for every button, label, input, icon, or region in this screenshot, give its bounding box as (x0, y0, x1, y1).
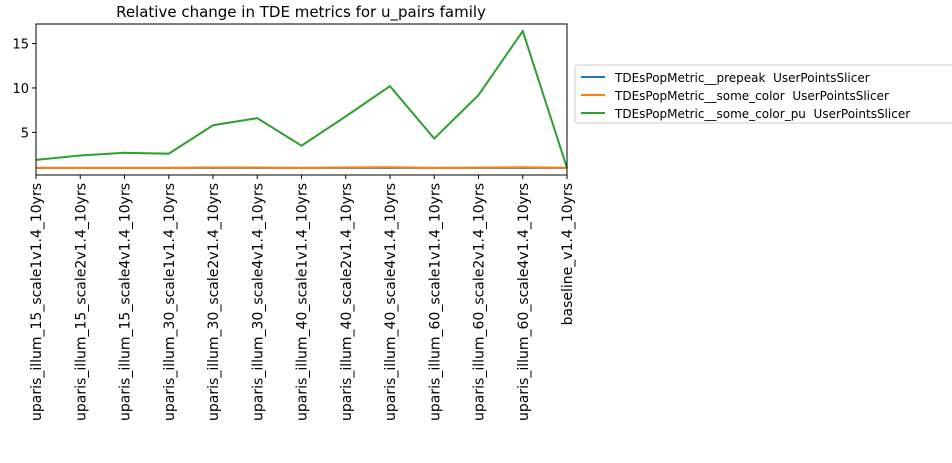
x-tick-label: uparis_illum_60_scale1v1.4_10yrs (427, 183, 443, 421)
y-tick-label: 15 (12, 38, 29, 53)
chart-title: Relative change in TDE metrics for u_pai… (116, 3, 486, 22)
x-tick-label: uparis_illum_15_scale1v1.4_10yrs (29, 183, 45, 421)
series-line (35, 28, 568, 169)
x-tick-label: uparis_illum_60_scale4v1.4_10yrs (516, 183, 532, 421)
x-tick-label: uparis_illum_15_scale4v1.4_10yrs (118, 183, 134, 421)
legend-label: TDEsPopMetric__some_color_pu UserPointsS… (614, 107, 910, 121)
x-tick-label: uparis_illum_40_scale2v1.4_10yrs (339, 183, 355, 421)
legend-label: TDEsPopMetric__prepeak UserPointsSlicer (614, 71, 870, 85)
x-tick-label: baseline_v1.4_10yrs (560, 183, 576, 325)
x-tick-label: uparis_illum_15_scale2v1.4_10yrs (73, 183, 89, 421)
x-tick-label: uparis_illum_60_scale2v1.4_10yrs (472, 183, 488, 421)
x-tick-label: uparis_illum_30_scale4v1.4_10yrs (250, 183, 266, 421)
x-tick-label: uparis_illum_30_scale2v1.4_10yrs (206, 183, 222, 421)
x-tick-label: uparis_illum_30_scale1v1.4_10yrs (162, 183, 178, 421)
x-tick-label: uparis_illum_40_scale4v1.4_10yrs (383, 183, 399, 421)
legend-label: TDEsPopMetric__some_color UserPointsSlic… (614, 89, 889, 103)
x-tick-label: uparis_illum_40_scale1v1.4_10yrs (295, 183, 311, 421)
y-tick-label: 10 (12, 82, 29, 97)
legend-box (574, 64, 952, 124)
plot-frame (35, 23, 568, 176)
series-line (36, 166, 568, 169)
y-tick-label: 5 (21, 126, 29, 141)
